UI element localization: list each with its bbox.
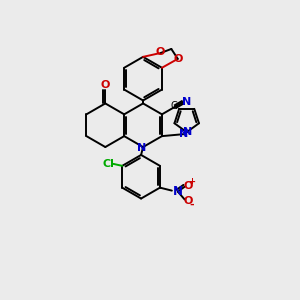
Text: +: + (188, 177, 195, 186)
Text: O: O (183, 181, 192, 191)
Text: Cl: Cl (102, 159, 114, 169)
Text: N: N (173, 185, 183, 198)
Text: O: O (100, 80, 110, 90)
Text: N: N (183, 127, 192, 137)
Text: N: N (182, 98, 191, 107)
Text: -: - (189, 200, 194, 209)
Text: N: N (137, 143, 147, 153)
Text: C: C (170, 101, 177, 111)
Text: O: O (183, 196, 192, 206)
Text: O: O (155, 47, 165, 57)
Text: N: N (179, 129, 188, 139)
Text: O: O (173, 54, 182, 64)
